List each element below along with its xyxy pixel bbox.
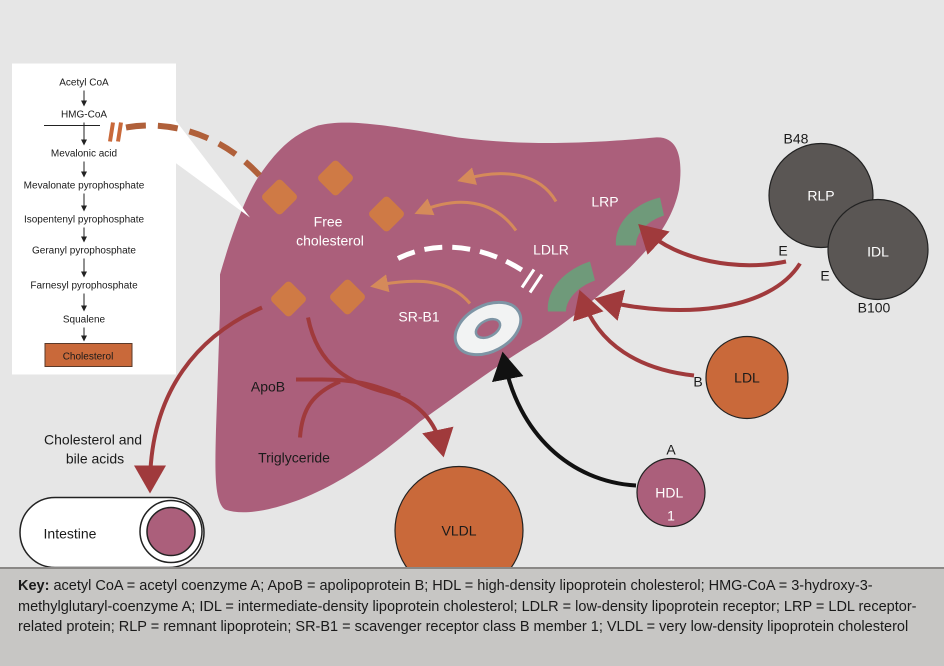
cholesterol-diamond [318,160,353,196]
hdl-label: HDL 1 [655,485,686,524]
srb1-label: SR-B1 [398,309,439,325]
srb1-core [474,317,502,340]
lrp-label: LRP [591,194,618,210]
ldl-apob-label: B [693,374,702,390]
idl-label: IDL [867,244,889,260]
key-text: acetyl CoA = acetyl coenzyme A; ApoB = a… [18,578,917,635]
triglyceride-arrow [298,379,341,438]
callout-wedge [175,119,250,218]
uptake-arrow-internal [457,167,558,203]
vldl-label: VLDL [441,523,476,539]
ldl-to-ldlr-arrow [573,289,695,378]
cholesterol-box [44,343,133,367]
pathway-steps: Acetyl CoA HMG-CoA Mevalonic acid Mevalonat… [24,78,145,342]
cholesterol-label: Cholesterol [63,352,114,363]
pathway-step: Geranyl pyrophosphate [32,246,136,257]
ldlr-inhibition-bar [528,273,544,294]
hdl-to-srb1-arrow [492,351,637,488]
uptake-arrow-internal [370,274,472,305]
ldlr-receptor [547,261,595,312]
lrp-receptor [615,197,664,246]
idl-apob100-label: B100 [858,300,891,316]
excretion-label: Cholesterol and bile acids [44,432,146,467]
rlp-apob48-label: B48 [784,131,809,147]
cholesterol-diamond [330,279,365,315]
rlp-label: RLP [807,188,834,204]
rlp-apoe-label: E [778,243,787,259]
pathway-step: Isopentenyl pyrophosphate [24,215,145,226]
ldl-particle [705,335,789,420]
pathway-step: Mevalonate pyrophosphate [24,181,145,192]
cholesterol-diamond [271,281,306,317]
vldl-secretion-arrow [306,317,454,458]
cholesterol-diamond [369,196,404,232]
apob-label: ApoB [251,379,285,395]
pathway-step: Acetyl CoA [59,78,109,89]
ldlr-inhibition-bar [520,268,536,289]
ldl-label: LDL [734,370,760,386]
pathway-step: Mevalonic acid [51,149,117,160]
ldlr-label: LDLR [533,242,569,258]
rlp-to-lrp-arrow [638,224,787,268]
key-legend: Key: acetyl CoA = acetyl coenzyme A; Apo… [0,567,944,666]
liver [215,122,681,513]
idl-apoe-label: E [820,268,829,284]
idl-to-ldlr-arrow [594,262,802,321]
free-cholesterol-label: Free cholesterol [296,214,364,249]
inhibition-dashed-path [125,122,268,184]
uptake-arrow-internal [414,198,518,232]
cholesterol-diamond [262,179,297,215]
intestine-label: Intestine [44,526,97,542]
inhibition-bar [116,122,123,142]
inhibition-bar [108,122,115,142]
hdl-apoa-label: A [666,442,676,458]
hdl-particle [636,457,706,528]
triglyceride-label: Triglyceride [258,450,330,466]
pathway-box [12,63,176,375]
intestine-particle [146,506,196,557]
pathway-step: HMG-CoA [61,110,107,121]
key-title: Key: [18,578,50,594]
idl-particle [827,198,929,301]
pathway-step: Squalene [63,315,106,326]
ldlr-regulation-dashed [396,244,529,276]
pathway-step: Farnesyl pyrophosphate [30,281,138,292]
excretion-arrow [134,305,263,494]
